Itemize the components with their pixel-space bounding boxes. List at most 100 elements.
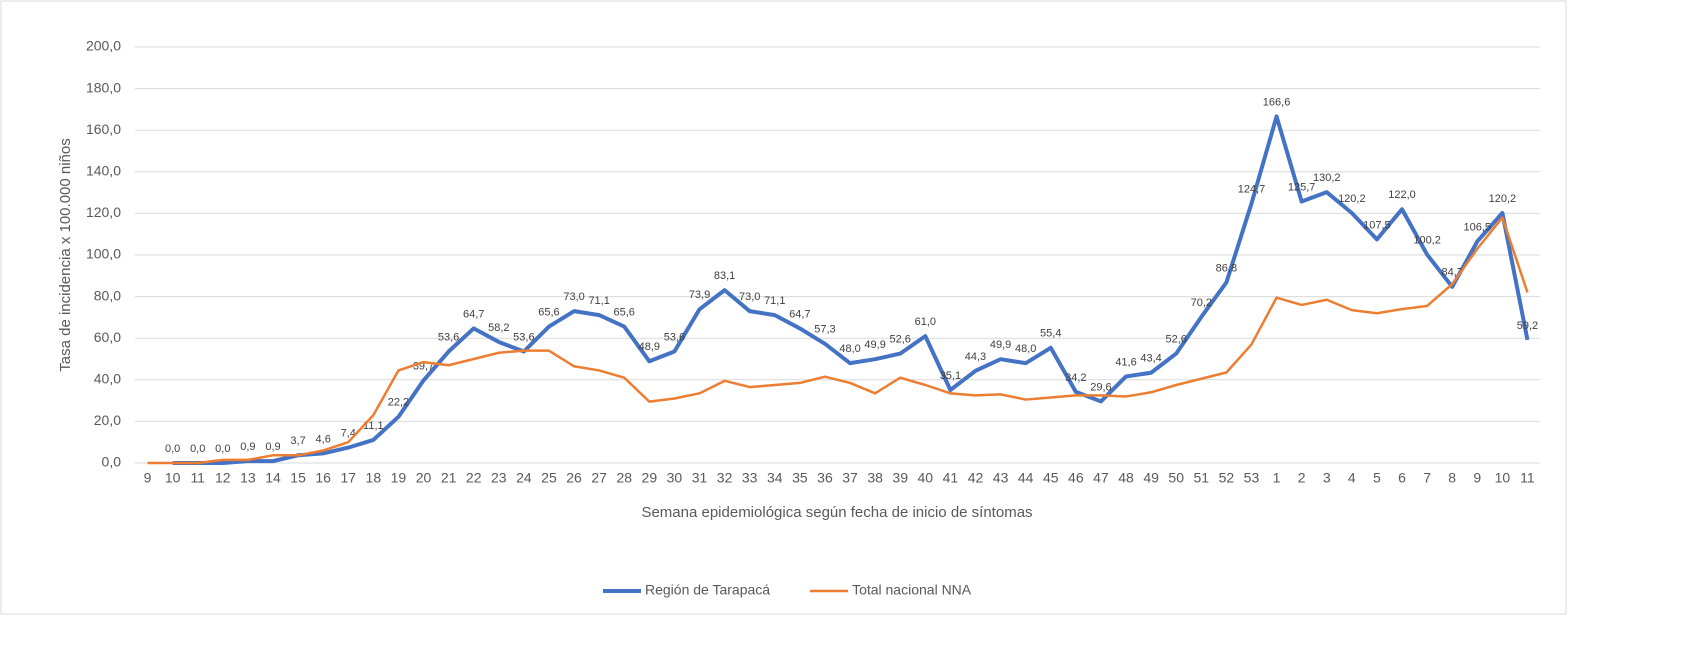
x-tick-label: 16 — [315, 470, 331, 486]
data-label: 44,3 — [965, 351, 986, 363]
x-tick-label: 11 — [190, 470, 205, 486]
x-tick-label: 21 — [441, 470, 457, 486]
x-tick-label: 34 — [767, 470, 783, 486]
data-label: 53,6 — [513, 331, 534, 343]
x-tick-label: 44 — [1018, 470, 1034, 486]
data-label: 52,6 — [890, 333, 911, 345]
data-label: 49,9 — [990, 339, 1011, 351]
x-tick-label: 10 — [1495, 470, 1511, 486]
x-tick-label: 40 — [918, 470, 934, 486]
data-label: 53,6 — [438, 331, 459, 343]
x-tick-label: 29 — [642, 470, 658, 486]
x-tick-label: 9 — [1473, 470, 1481, 486]
x-tick-label: 1 — [1273, 470, 1281, 486]
x-tick-label: 36 — [817, 470, 833, 486]
data-label: 70,2 — [1191, 297, 1212, 309]
data-label: 52,6 — [1165, 333, 1186, 345]
data-label: 122,0 — [1388, 189, 1416, 201]
data-label: 166,6 — [1263, 96, 1291, 108]
legend-label: Total nacional NNA — [852, 582, 972, 598]
x-tick-label: 37 — [842, 470, 858, 486]
y-tick-label: 0,0 — [102, 454, 122, 470]
data-label: 58,2 — [488, 322, 509, 334]
x-tick-label: 38 — [867, 470, 883, 486]
x-tick-label: 42 — [968, 470, 984, 486]
x-tick-label: 41 — [943, 470, 959, 486]
data-label: 35,1 — [940, 370, 961, 382]
data-label: 130,2 — [1313, 172, 1341, 184]
x-tick-label: 24 — [516, 470, 532, 486]
data-label: 71,1 — [588, 295, 609, 307]
series-line — [172, 114, 1530, 465]
x-tick-label: 2 — [1298, 470, 1306, 486]
data-label: 65,6 — [614, 306, 635, 318]
x-tick-label: 3 — [1323, 470, 1331, 486]
data-label: 83,1 — [714, 270, 735, 282]
x-tick-label: 27 — [591, 470, 607, 486]
data-label: 106,5 — [1464, 221, 1492, 233]
data-label: 71,1 — [764, 295, 785, 307]
x-tick-label: 46 — [1068, 470, 1084, 486]
data-label: 34,2 — [1065, 372, 1086, 384]
data-label: 120,2 — [1489, 193, 1517, 205]
series-line — [147, 216, 1529, 465]
x-tick-label: 28 — [616, 470, 632, 486]
data-label: 48,0 — [1015, 343, 1036, 355]
x-tick-label: 22 — [466, 470, 482, 486]
x-tick-label: 5 — [1373, 470, 1381, 486]
x-tick-label: 19 — [391, 470, 407, 486]
data-label: 107,5 — [1363, 219, 1391, 231]
data-label: 0,0 — [190, 443, 205, 455]
y-tick-label: 180,0 — [86, 79, 121, 95]
x-tick-label: 48 — [1118, 470, 1134, 486]
data-label: 86,8 — [1216, 262, 1237, 274]
data-label: 64,7 — [789, 308, 810, 320]
y-tick-label: 120,0 — [86, 204, 121, 220]
x-tick-label: 10 — [165, 470, 181, 486]
x-tick-label: 33 — [742, 470, 758, 486]
data-label: 0,0 — [215, 443, 230, 455]
x-tick-label: 51 — [1194, 470, 1210, 486]
x-tick-label: 32 — [717, 470, 733, 486]
x-tick-label: 18 — [366, 470, 382, 486]
data-label: 4,6 — [316, 433, 331, 445]
x-tick-label: 52 — [1219, 470, 1235, 486]
x-tick-label: 53 — [1244, 470, 1260, 486]
data-label: 73,0 — [739, 291, 760, 303]
data-label: 57,3 — [814, 324, 835, 336]
x-tick-label: 45 — [1043, 470, 1059, 486]
data-label: 0,9 — [240, 441, 255, 453]
legend-label: Región de Tarapacá — [645, 582, 770, 598]
y-tick-label: 20,0 — [94, 412, 121, 428]
x-tick-label: 8 — [1448, 470, 1456, 486]
x-tick-label: 7 — [1423, 470, 1431, 486]
data-label: 55,4 — [1040, 328, 1061, 340]
data-label: 100,2 — [1413, 234, 1441, 246]
data-label: 0,9 — [265, 441, 280, 453]
data-label: 43,4 — [1140, 353, 1161, 365]
x-tick-label: 50 — [1168, 470, 1184, 486]
x-tick-label: 47 — [1093, 470, 1109, 486]
x-axis-title: Semana epidemiológica según fecha de ini… — [641, 504, 1032, 521]
data-label: 29,6 — [1090, 381, 1111, 393]
data-label: 61,0 — [915, 316, 936, 328]
data-label: 64,7 — [463, 308, 484, 320]
x-tick-label: 43 — [993, 470, 1009, 486]
x-tick-label: 20 — [416, 470, 432, 486]
y-tick-label: 60,0 — [94, 329, 121, 345]
data-label: 120,2 — [1338, 193, 1366, 205]
y-tick-label: 40,0 — [94, 371, 121, 387]
y-tick-label: 100,0 — [86, 246, 121, 262]
x-tick-label: 12 — [215, 470, 231, 486]
x-tick-label: 9 — [144, 470, 152, 486]
x-tick-label: 17 — [340, 470, 356, 486]
y-tick-label: 80,0 — [94, 287, 121, 303]
data-label: 11,1 — [363, 420, 384, 432]
x-tick-label: 11 — [1520, 470, 1535, 486]
x-tick-label: 26 — [566, 470, 582, 486]
data-label: 48,0 — [839, 343, 860, 355]
data-label: 0,0 — [165, 443, 180, 455]
data-label: 73,0 — [563, 291, 584, 303]
x-tick-label: 35 — [792, 470, 808, 486]
